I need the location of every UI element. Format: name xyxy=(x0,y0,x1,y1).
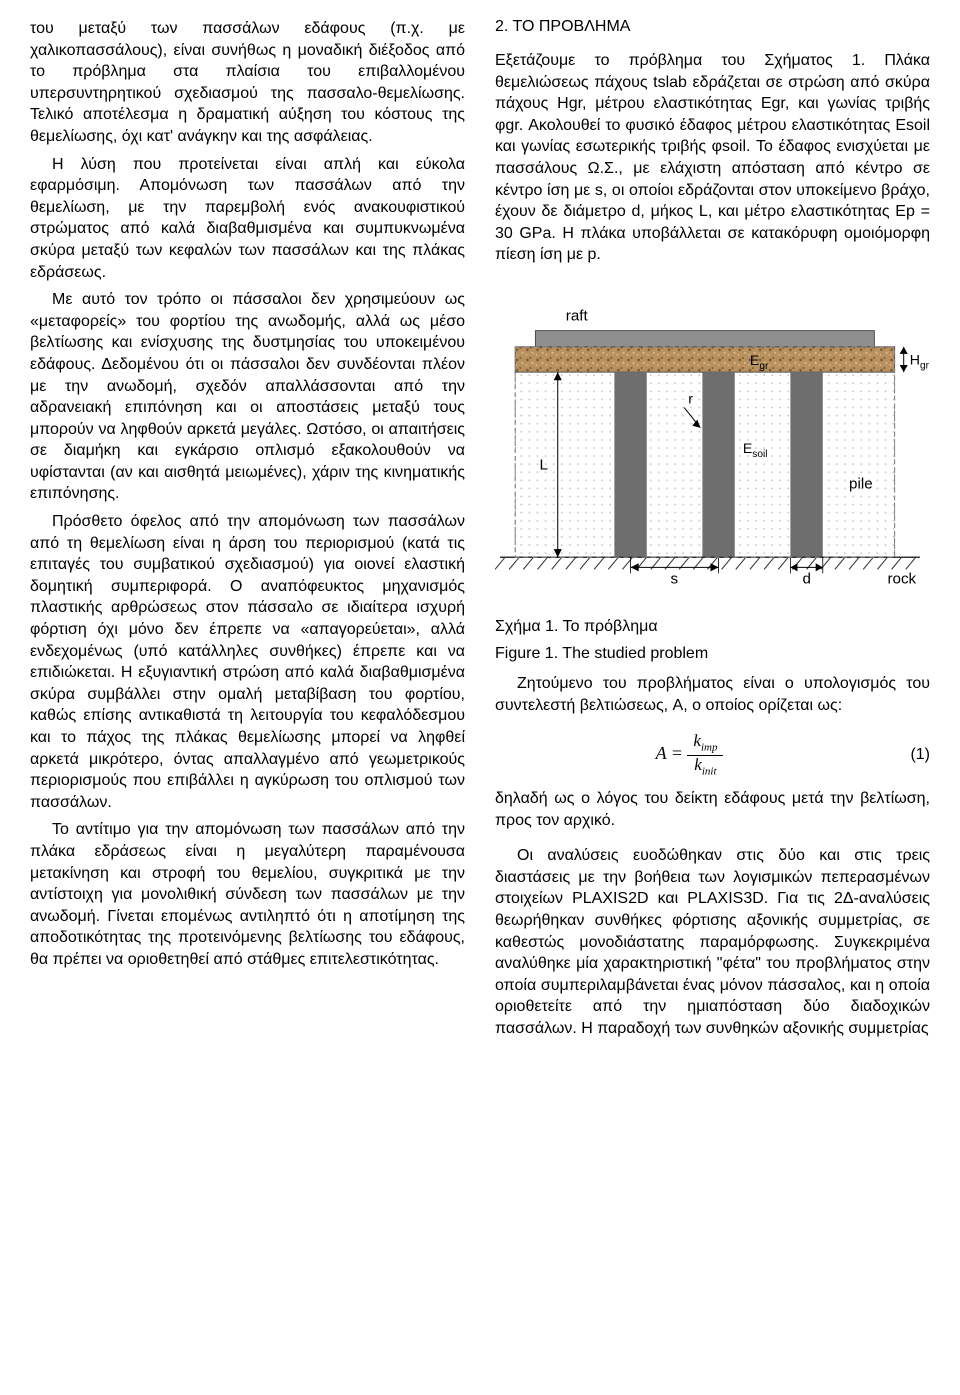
left-column: του μεταξύ των πασσάλων εδάφους (π.χ. με… xyxy=(30,18,465,1046)
equation-1-den: kinit xyxy=(687,756,723,778)
right-para-3: δηλαδή ως ο λόγος του δείκτη εδάφους μετ… xyxy=(495,788,930,831)
right-column: 2. ΤΟ ΠΡΟΒΛΗΜΑ Εξετάζουμε το πρόβλημα το… xyxy=(495,18,930,1046)
left-para-5: Το αντίτιμο για την απομόνωση των πασσάλ… xyxy=(30,819,465,970)
figure-1: LHgrsdrraftEgrEsoilpilerock Σχήμα 1. Το … xyxy=(495,276,930,665)
equation-1-fraction: kimp kinit xyxy=(687,732,723,778)
svg-text:raft: raft xyxy=(566,307,589,324)
svg-text:r: r xyxy=(688,391,693,407)
equation-1-number: (1) xyxy=(884,746,930,764)
svg-text:L: L xyxy=(540,457,548,474)
figure-1-svg: LHgrsdrraftEgrEsoilpilerock xyxy=(495,276,930,610)
figure-1-caption-gr: Σχήμα 1. Το πρόβλημα xyxy=(495,616,930,638)
equation-1-body: A = kimp kinit xyxy=(495,732,884,778)
equation-1-lhs: A = xyxy=(656,743,683,763)
svg-text:pile: pile xyxy=(849,475,873,492)
figure-1-caption-en: Figure 1. The studied problem xyxy=(495,643,930,665)
equation-1-den-sub: init xyxy=(702,765,717,777)
equation-1-den-k: k xyxy=(694,755,702,774)
svg-text:rock: rock xyxy=(888,570,917,587)
equation-1-num-sub: imp xyxy=(701,742,718,754)
svg-text:d: d xyxy=(803,570,811,587)
svg-text:Hgr: Hgr xyxy=(910,352,930,371)
section-title: 2. ΤΟ ΠΡΟΒΛΗΜΑ xyxy=(495,18,930,36)
equation-1-num-k: k xyxy=(693,731,701,750)
left-para-1: του μεταξύ των πασσάλων εδάφους (π.χ. με… xyxy=(30,18,465,148)
left-para-2: Η λύση που προτείνεται είναι απλή και εύ… xyxy=(30,154,465,284)
left-para-4: Πρόσθετο όφελος από την απομόνωση των πα… xyxy=(30,511,465,813)
page: του μεταξύ των πασσάλων εδάφους (π.χ. με… xyxy=(0,0,960,1076)
equation-1-num: kimp xyxy=(687,732,723,756)
left-para-3: Με αυτό τον τρόπο οι πάσσαλοι δεν χρησιμ… xyxy=(30,289,465,505)
right-para-4: Οι αναλύσεις ευοδώθηκαν στις δύο και στι… xyxy=(495,845,930,1039)
right-para-2: Ζητούμενο του προβλήματος είναι ο υπολογ… xyxy=(495,673,930,716)
equation-1: A = kimp kinit (1) xyxy=(495,732,930,778)
svg-text:s: s xyxy=(671,570,679,587)
right-para-1: Εξετάζουμε το πρόβλημα του Σχήματος 1. Π… xyxy=(495,50,930,266)
